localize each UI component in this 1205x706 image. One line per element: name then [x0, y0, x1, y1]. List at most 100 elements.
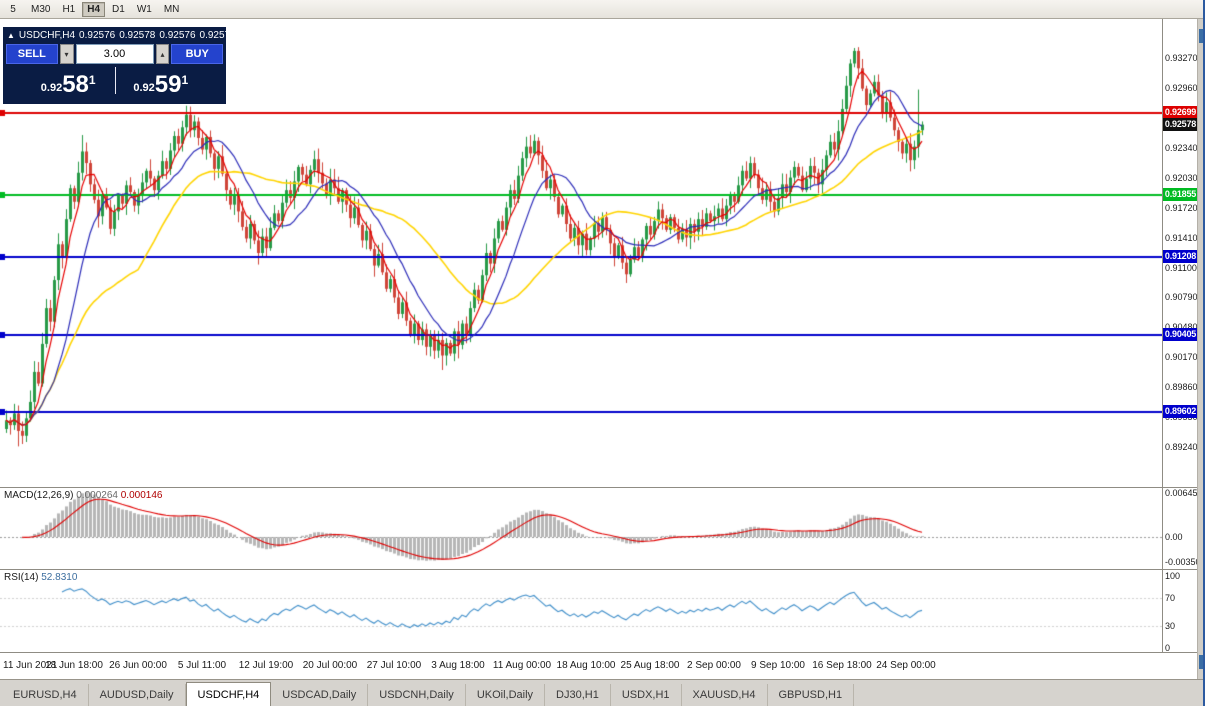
- tab-usdx-h1[interactable]: USDX,H1: [611, 684, 682, 706]
- rsi-axis-tick: 100: [1165, 571, 1181, 581]
- rsi-canvas[interactable]: [0, 570, 1162, 652]
- scroll-up-icon[interactable]: [1199, 29, 1205, 43]
- time-axis-label: 24 Sep 00:00: [876, 660, 936, 671]
- tab-dj30-h1[interactable]: DJ30,H1: [545, 684, 611, 706]
- buy-button[interactable]: BUY: [171, 44, 223, 64]
- volume-decrease-button[interactable]: ▾: [59, 44, 74, 64]
- rsi-label: RSI(14) 52.8310: [4, 572, 77, 583]
- scroll-down-icon[interactable]: [1199, 655, 1205, 669]
- bid-pipette: 1: [88, 73, 96, 87]
- bid-price: 0.92 58 1: [41, 72, 96, 97]
- timeframe-toolbar: 5 M30 H1 H4 D1 W1 MN: [0, 0, 1205, 19]
- macd-axis-tick: -0.00350: [1165, 556, 1201, 567]
- time-axis-label: 12 Jul 19:00: [238, 660, 294, 671]
- price-axis-tick: 0.92960: [1165, 82, 1198, 93]
- price-axis-tick: 0.89860: [1165, 382, 1198, 393]
- price-axis-tick: 0.91720: [1165, 202, 1198, 213]
- macd-panel: MACD(12,26,9) 0.000264 0.000146 0.00645 0…: [0, 487, 1201, 569]
- price-level-tag[interactable]: 0.89602: [1163, 405, 1198, 419]
- time-axis-label: 5 Jul 11:00: [177, 660, 227, 671]
- price-axis-tick: 0.90480: [1165, 322, 1198, 332]
- time-axis-label: 26 Jun 00:00: [109, 660, 167, 671]
- sell-button[interactable]: SELL: [6, 44, 58, 64]
- quote-divider: [114, 67, 116, 94]
- price-level-tag[interactable]: 0.92578: [1163, 117, 1198, 131]
- macd-label: MACD(12,26,9) 0.000264 0.000146: [4, 490, 162, 501]
- collapse-icon[interactable]: ▲: [7, 30, 15, 40]
- price-axis-tick: 0.93270: [1165, 52, 1198, 63]
- price-axis-tick: 0.89240: [1165, 442, 1198, 453]
- chevron-down-icon: ▾: [64, 49, 69, 59]
- price-level-tag[interactable]: 0.92699: [1163, 105, 1198, 119]
- tab-usdchf-h4[interactable]: USDCHF,H4: [185, 682, 272, 706]
- one-click-controls: SELL ▾ ▴ BUY: [3, 41, 226, 64]
- price-level-tag[interactable]: 0.91208: [1163, 250, 1198, 264]
- time-axis-label: 16 Sep 18:00: [812, 660, 872, 671]
- tab-eurusd-h4[interactable]: EURUSD,H4: [2, 684, 89, 706]
- time-axis-label: 11 Jun 2021: [3, 660, 58, 671]
- price-axis-tick: 0.92030: [1165, 172, 1198, 183]
- timeframe-button-d1[interactable]: D1: [112, 3, 125, 15]
- symbol-ohlc-header: ▲ USDCHF,H4 0.92576 0.92578 0.92576 0.92…: [3, 27, 236, 41]
- macd-main-value: 0.000264: [76, 490, 118, 501]
- volume-increase-button[interactable]: ▴: [155, 44, 170, 64]
- time-axis-label: 9 Sep 10:00: [751, 660, 805, 671]
- rsi-axis-tick: 0: [1165, 643, 1171, 653]
- ask-price: 0.92 59 1: [133, 72, 188, 97]
- timeframe-button-5[interactable]: 5: [10, 3, 16, 15]
- price-axis-tick: 0.90790: [1165, 292, 1198, 303]
- timeframe-button-m30[interactable]: M30: [31, 3, 51, 15]
- ask-pipette: 1: [181, 73, 189, 87]
- price-level-tag[interactable]: 0.90405: [1163, 327, 1198, 341]
- rsi-panel: RSI(14) 52.8310 100 70 30 0: [0, 569, 1197, 653]
- timeframe-button-mn[interactable]: MN: [163, 3, 180, 15]
- rsi-axis-tick: 30: [1165, 621, 1176, 632]
- tab-gbpusd-h1[interactable]: GBPUSD,H1: [768, 684, 855, 706]
- time-axis[interactable]: 11 Jun 2021 18 Jun 18:00 26 Jun 00:00 5 Jul…: [0, 652, 1197, 679]
- tab-ukoil-daily[interactable]: UKOil,Daily: [466, 684, 546, 706]
- timeframe-button-h4[interactable]: H4: [82, 1, 106, 17]
- rsi-axis-tick: 70: [1165, 592, 1176, 603]
- ask-big-digits: 59: [154, 71, 182, 98]
- time-axis-label: 27 Jul 10:00: [366, 660, 422, 671]
- macd-canvas[interactable]: [0, 488, 1162, 569]
- chart-region: ▲ USDCHF,H4 0.92576 0.92578 0.92576 0.92…: [0, 19, 1201, 679]
- macd-axis-tick: 0.00645: [1165, 488, 1198, 498]
- symbol-title: USDCHF,H4: [18, 30, 76, 41]
- price-axis-tick: 0.91410: [1165, 232, 1198, 243]
- window-right-border: [1203, 0, 1205, 706]
- tab-audusd-daily[interactable]: AUDUSD,Daily: [89, 684, 186, 706]
- bid-prefix: 0.92: [40, 82, 63, 94]
- bid-ask-quotes: 0.92 58 1 0.92 59 1: [3, 65, 226, 97]
- time-axis-label: 20 Jul 00:00: [302, 660, 358, 671]
- ask-prefix: 0.92: [133, 82, 155, 94]
- timeframe-button-w1[interactable]: W1: [136, 3, 152, 15]
- ohlc-close: 0.92578: [199, 30, 236, 41]
- time-axis-label: 25 Aug 18:00: [620, 660, 680, 671]
- price-level-tag[interactable]: 0.91855: [1163, 187, 1198, 201]
- price-panel: ▲ USDCHF,H4 0.92576 0.92578 0.92576 0.92…: [0, 19, 1198, 487]
- macd-signal-value: 0.000146: [120, 490, 163, 501]
- time-axis-label: 18 Aug 10:00: [556, 660, 616, 671]
- ohlc-high: 0.92578: [119, 30, 156, 41]
- volume-input[interactable]: [75, 44, 154, 64]
- time-axis-label: 2 Sep 00:00: [687, 660, 741, 671]
- price-axis-tick: 0.91100: [1165, 262, 1197, 273]
- one-click-trading-panel: ▲ USDCHF,H4 0.92576 0.92578 0.92576 0.92…: [3, 27, 236, 104]
- time-axis-label: 11 Aug 00:00: [492, 660, 552, 671]
- price-axis-tick: 0.90170: [1165, 352, 1198, 363]
- ohlc-low: 0.92576: [159, 30, 196, 41]
- price-axis[interactable]: 0.932700.929600.926500.923400.920300.917…: [1162, 19, 1198, 487]
- timeframe-button-h1[interactable]: H1: [62, 3, 76, 15]
- tab-usdcad-daily[interactable]: USDCAD,Daily: [271, 684, 369, 706]
- bid-big-digits: 58: [62, 71, 89, 98]
- time-axis-label: 3 Aug 18:00: [431, 660, 485, 671]
- tab-usdcnh-daily[interactable]: USDCNH,Daily: [368, 684, 466, 706]
- rsi-value: 52.8310: [41, 572, 78, 583]
- time-axis-label: 18 Jun 18:00: [45, 660, 103, 671]
- tab-xauusd-h4[interactable]: XAUUSD,H4: [682, 684, 768, 706]
- chart-tabs-bar: EURUSD,H4 AUDUSD,Daily USDCHF,H4 USDCAD,Dai…: [0, 679, 1205, 706]
- rsi-name: RSI(14): [4, 572, 39, 583]
- macd-name: MACD(12,26,9): [4, 490, 74, 501]
- chevron-up-icon: ▴: [160, 49, 165, 59]
